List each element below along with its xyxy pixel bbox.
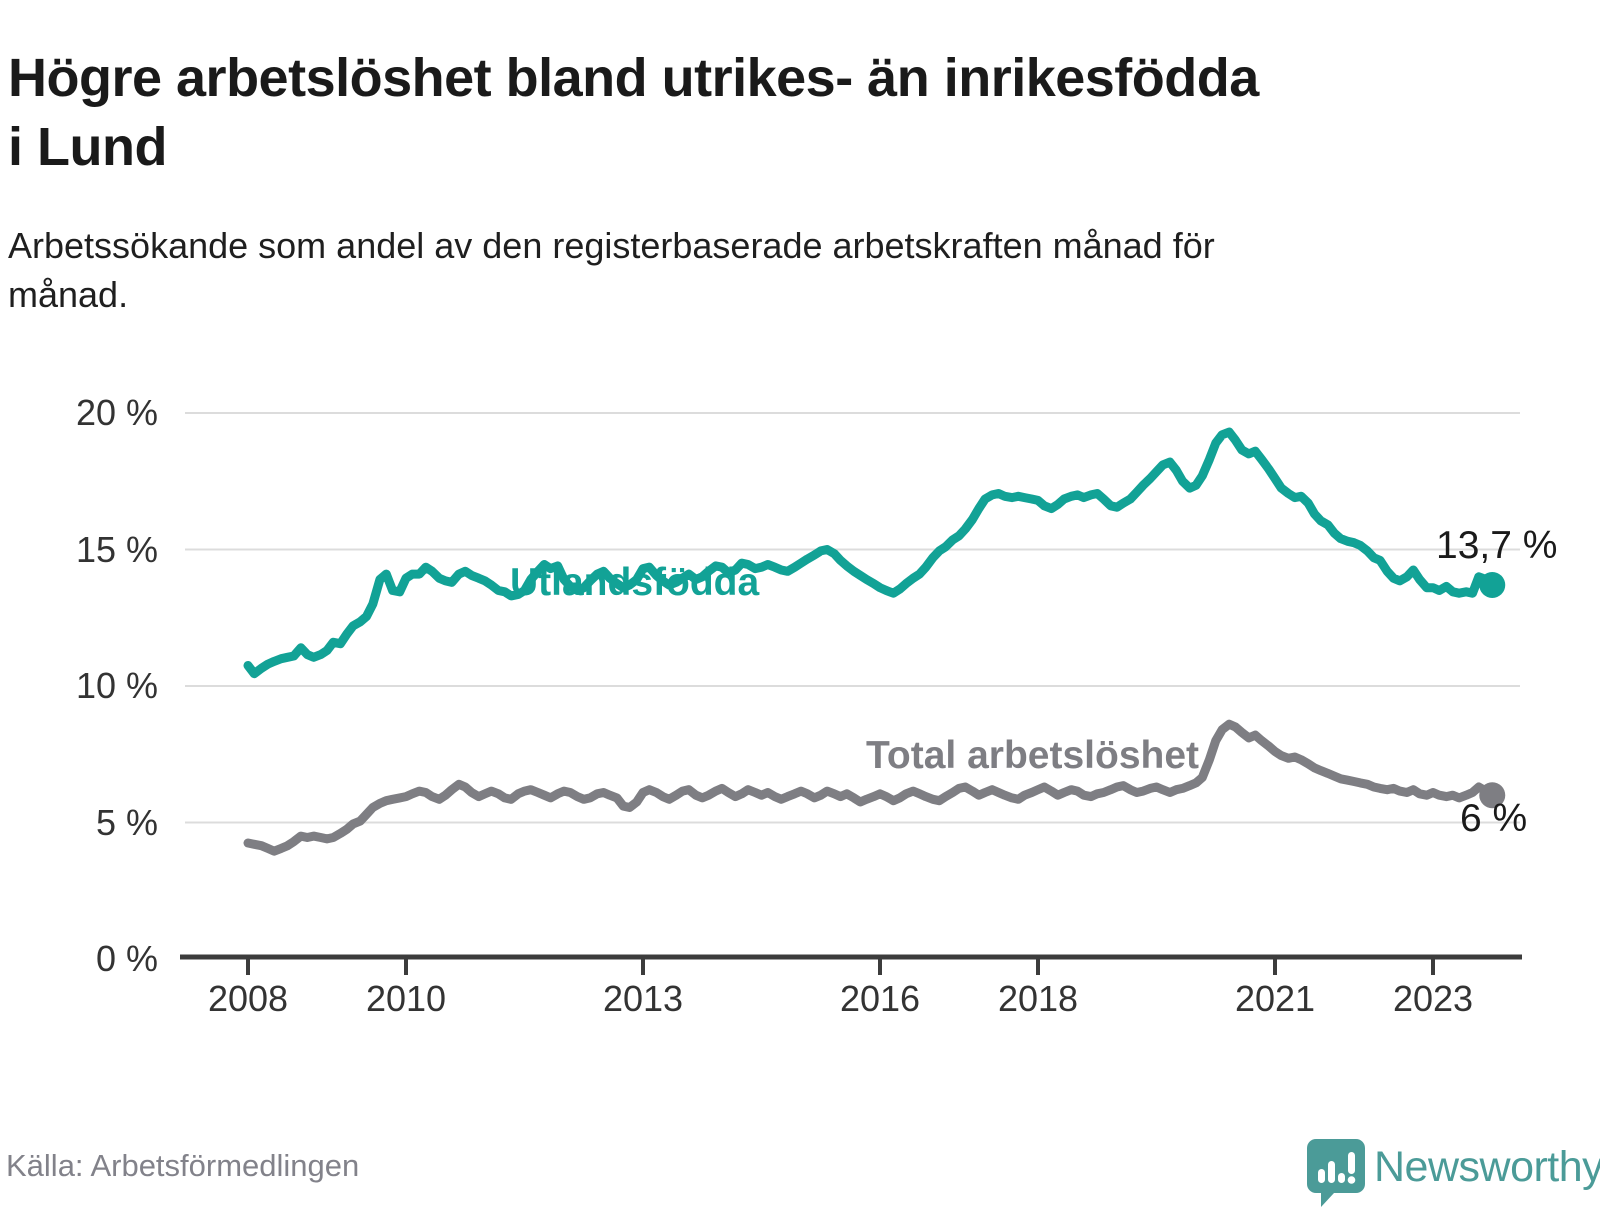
y-tick-label-20: 20 % bbox=[75, 392, 158, 433]
series-label-utlandsfodda: Utlandsfödda bbox=[510, 561, 760, 604]
x-tick-label-2018: 2018 bbox=[997, 978, 1079, 1019]
newsworthy-brand-name: Newsworthy bbox=[1374, 1143, 1600, 1191]
series-end-dot-0 bbox=[1479, 571, 1506, 598]
series-end-dot-1 bbox=[1479, 782, 1506, 809]
x-tick-label-2008: 2008 bbox=[207, 978, 289, 1019]
series-label-total-arbetsloshet: Total arbetslöshet bbox=[866, 734, 1200, 777]
chart-subtitle: Arbetssökande som andel av den registerb… bbox=[8, 225, 1215, 315]
x-tick-label-2010: 2010 bbox=[365, 978, 447, 1019]
chart-title: Högre arbetslöshet bland utrikes- än inr… bbox=[8, 48, 1259, 178]
y-tick-label-15: 15 % bbox=[75, 528, 158, 570]
x-tick-label-2021: 2021 bbox=[1234, 978, 1316, 1019]
end-value-label-total: 6 % bbox=[1460, 797, 1528, 840]
source-note: Källa: Arbetsförmedlingen bbox=[6, 1148, 360, 1183]
y-tick-label-10: 10 % bbox=[75, 665, 158, 706]
end-value-label-utlandsfodda: 13,7 % bbox=[1436, 524, 1558, 567]
series-line-1 bbox=[243, 719, 1497, 856]
series-line-0 bbox=[243, 427, 1497, 679]
newsworthy-logo-icon bbox=[1307, 1139, 1365, 1207]
x-tick-label-2023: 2023 bbox=[1392, 978, 1474, 1019]
y-tick-label-0: 0 % bbox=[95, 938, 158, 979]
y-tick-label-5: 5 % bbox=[95, 801, 158, 843]
x-tick-label-2016: 2016 bbox=[839, 978, 921, 1019]
x-tick-label-2013: 2013 bbox=[602, 978, 684, 1019]
